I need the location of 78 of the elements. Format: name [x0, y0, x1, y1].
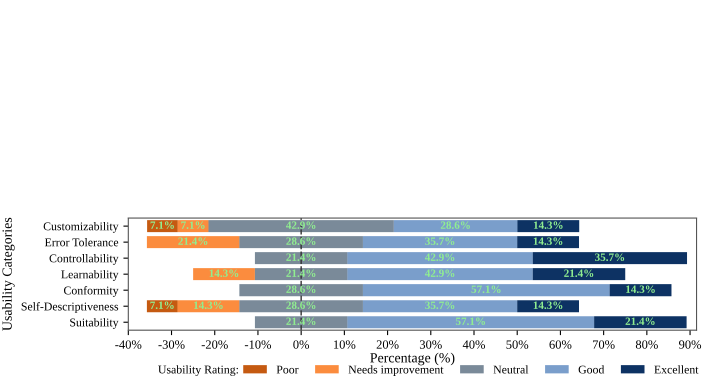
bar	[254, 268, 348, 280]
bar	[254, 316, 348, 328]
data-label: 21.4%	[286, 269, 316, 278]
y-tick-label: Suitability	[70, 318, 119, 329]
y-tick-label: Controllability	[50, 254, 119, 265]
bar	[208, 220, 394, 232]
data-label: 21.4%	[178, 237, 208, 245]
bar	[239, 236, 363, 248]
data-label: 57.1%	[471, 285, 501, 294]
data-label: 21.4%	[286, 318, 316, 326]
bar	[362, 284, 610, 296]
data-label: 35.7%	[595, 253, 624, 261]
bar	[347, 252, 533, 264]
bar	[532, 252, 688, 264]
bar	[594, 316, 687, 328]
x-axis-title: Percentage (%)	[370, 352, 454, 366]
legend-label: Needs improvement	[348, 365, 444, 376]
bar	[517, 300, 580, 312]
bar	[239, 300, 363, 312]
bar	[347, 316, 594, 328]
y-axis-title: Usability Categories	[2, 218, 15, 331]
x-tick-label: -20%	[202, 340, 228, 349]
data-label: 42.9%	[424, 269, 454, 278]
data-label: 14.3%	[210, 269, 238, 278]
bar	[362, 300, 518, 312]
bar	[146, 236, 240, 248]
data-label: 7.1%	[150, 221, 174, 229]
x-tick-label: 20%	[376, 340, 399, 349]
legend-title: Usability Rating:	[158, 365, 238, 376]
x-tick-label: 50%	[506, 340, 528, 349]
y-tick-label: Conformity	[64, 286, 119, 297]
data-label: 28.6%	[286, 285, 316, 294]
data-label: 14.3%	[626, 285, 655, 294]
bar	[610, 284, 672, 296]
x-tick-label: -10%	[244, 340, 272, 349]
x-tick-label: 90%	[679, 340, 702, 349]
y-tick-label: Customizability	[44, 222, 119, 233]
legend-label: Excellent	[654, 365, 698, 374]
data-label: 28.6%	[440, 221, 470, 229]
legend-label: Good	[578, 365, 604, 374]
data-label: 7.1%	[150, 301, 174, 310]
data-label: 42.9%	[286, 221, 316, 229]
bar	[517, 236, 580, 248]
data-label: 14.3%	[194, 301, 223, 310]
bar	[347, 268, 533, 280]
x-tick-label: 0%	[293, 340, 310, 349]
bar	[239, 284, 363, 296]
legend-label: Poor	[276, 366, 298, 374]
x-tick-label: -30%	[158, 340, 185, 349]
bar	[193, 268, 255, 280]
bar	[532, 268, 626, 280]
x-tick-label: 40%	[462, 340, 486, 349]
x-tick-label: 10%	[334, 340, 356, 349]
bar	[362, 236, 518, 248]
y-tick-label: Learnability	[61, 270, 119, 281]
x-tick-label: 80%	[636, 340, 658, 349]
data-label: 14.3%	[534, 221, 563, 229]
data-label: 21.4%	[286, 253, 316, 261]
data-label: 35.7%	[425, 237, 454, 245]
data-label: 57.1%	[456, 318, 485, 326]
y-tick-label: Self-Descriptiveness	[22, 302, 118, 313]
data-label: 21.4%	[564, 269, 594, 278]
bar	[178, 300, 240, 312]
y-tick-label: Error Tolerance	[44, 238, 118, 246]
x-tick-label: 30%	[420, 340, 442, 349]
bar	[394, 220, 518, 232]
data-label: 14.3%	[534, 237, 562, 245]
x-tick-label: 60%	[550, 340, 572, 349]
data-label: 21.4%	[626, 318, 655, 326]
x-tick-label: 70%	[593, 340, 615, 349]
data-label: 14.3%	[534, 301, 562, 310]
data-label: 42.9%	[424, 253, 454, 261]
legend-label: Neutral	[493, 365, 528, 374]
data-label: 7.1%	[181, 221, 205, 229]
data-label: 28.6%	[286, 237, 316, 245]
x-tick-label: -40%	[115, 340, 142, 349]
data-label: 35.7%	[425, 301, 454, 310]
bar	[254, 252, 348, 264]
